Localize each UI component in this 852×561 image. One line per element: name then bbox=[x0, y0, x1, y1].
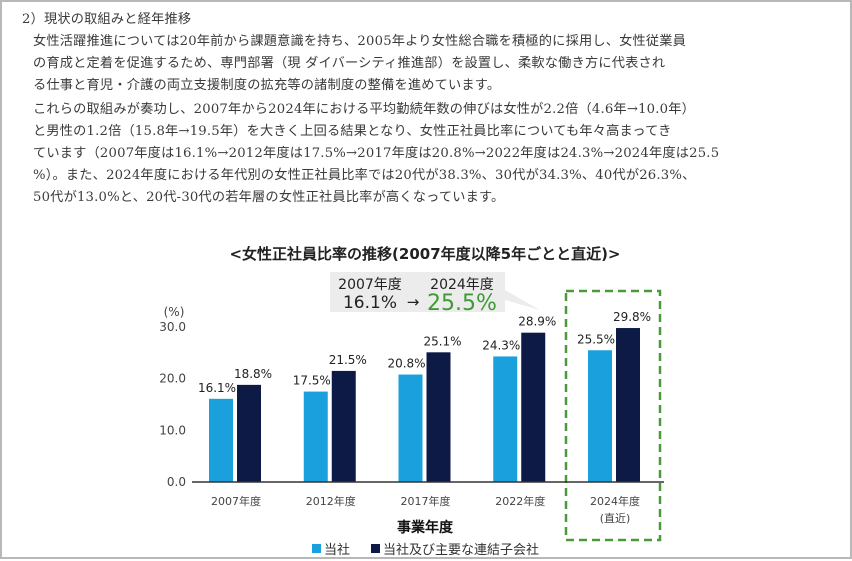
bar-value-label: 17.5% bbox=[293, 374, 331, 388]
bar-value-label: 29.8% bbox=[613, 310, 651, 324]
callout-box bbox=[330, 272, 540, 312]
bar-company bbox=[588, 350, 612, 482]
bar-value-label: 28.9% bbox=[518, 315, 556, 329]
paragraph-line: る仕事と育児・介護の両立支援制度の拡充等の諸制度の整備を進めています。 bbox=[33, 78, 501, 93]
x-tick-label: 2022年度 bbox=[495, 494, 545, 508]
legend-swatch-company bbox=[312, 544, 321, 553]
y-tick-label: 20.0 bbox=[159, 372, 186, 386]
paragraph-line: 50代が13.0%と、20代-30代の若年層の女性正社員比率が高くなっています。 bbox=[33, 190, 505, 205]
bar-company bbox=[303, 391, 328, 482]
callout-from-value: 16.1% bbox=[343, 293, 397, 313]
callout-to-year: 2024年度 bbox=[430, 277, 494, 293]
bar-value-label: 21.5% bbox=[329, 353, 367, 367]
paragraph-line: ています（2007年度は16.1%→2012年度は17.5%→2017年度は20… bbox=[33, 146, 720, 161]
bar-value-label: 25.1% bbox=[423, 334, 461, 348]
bar-company bbox=[493, 356, 518, 482]
callout-to-value: 25.5% bbox=[427, 291, 497, 316]
bar-value-label: 20.8% bbox=[387, 357, 425, 371]
bar-value-label: 25.5% bbox=[577, 332, 615, 346]
highlight-box bbox=[564, 289, 662, 542]
bar-group bbox=[426, 352, 451, 482]
bar-value-label: 18.8% bbox=[234, 367, 272, 381]
y-tick-label: 30.0 bbox=[159, 320, 186, 334]
bar-company bbox=[209, 398, 233, 482]
x-tick-label: 2017年度 bbox=[401, 494, 451, 508]
x-tick-sublabel: (直近) bbox=[600, 511, 631, 525]
bar-group bbox=[237, 384, 261, 482]
x-axis-title: 事業年度 bbox=[397, 519, 454, 536]
paragraph-line: これらの取組みが奏功し、2007年から2024年における平均勤続年数の伸びは女性… bbox=[33, 102, 696, 117]
bar-group bbox=[331, 370, 356, 482]
bar-group bbox=[521, 332, 546, 482]
paragraph-line: %）。また、2024年度における年代別の女性正社員比率では20代が38.3%、3… bbox=[33, 168, 696, 183]
bar-value-label: 16.1% bbox=[198, 381, 236, 395]
bar-group bbox=[616, 328, 640, 482]
x-tick-label: 2007年度 bbox=[211, 494, 261, 508]
legend-swatch-group bbox=[371, 544, 380, 553]
legend-label-group: 当社及び主要な連結子会社 bbox=[383, 542, 539, 558]
section-heading: 2）現状の取組みと経年推移 bbox=[22, 12, 192, 27]
y-axis-unit: (%) bbox=[164, 305, 185, 319]
callout-arrow: → bbox=[407, 293, 420, 311]
bar-company bbox=[398, 374, 423, 482]
y-tick-label: 10.0 bbox=[159, 423, 186, 437]
y-tick-label: 0.0 bbox=[167, 475, 186, 489]
legend-label-company: 当社 bbox=[324, 542, 350, 558]
paragraph-line: と男性の1.2倍（15.8年→19.5年）を大きく上回る結果となり、女性正社員比… bbox=[33, 124, 672, 139]
callout-from-year: 2007年度 bbox=[338, 277, 402, 293]
x-tick-label: 2012年度 bbox=[306, 494, 356, 508]
paragraph-line: 女性活躍推進については20年前から課題意識を持ち、2005年より女性総合職を積極… bbox=[33, 34, 687, 49]
chart-title: <女性正社員比率の推移(2007年度以降5年ごとと直近)> bbox=[229, 245, 620, 263]
paragraph-line: の育成と定着を促進するため、専門部署（現 ダイバーシティ推進部）を設置し、柔軟な… bbox=[33, 56, 666, 71]
bar-value-label: 24.3% bbox=[482, 338, 520, 352]
x-tick-label: 2024年度 bbox=[590, 494, 640, 508]
